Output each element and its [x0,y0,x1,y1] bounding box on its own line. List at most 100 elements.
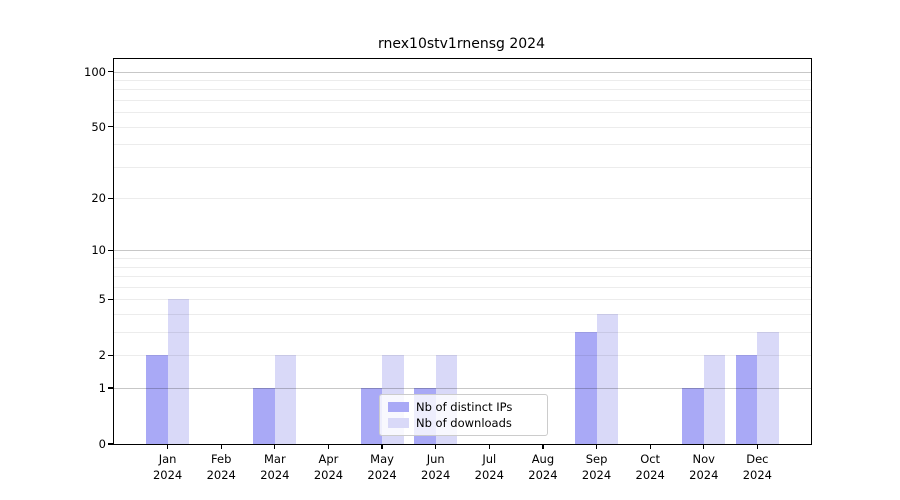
y-tick-label: 100 [84,64,106,79]
y-tick-mark [107,443,113,445]
x-tick-month: Jan [158,452,177,466]
x-tick-year: 2024 [581,467,612,482]
x-tick-label: Mar 2024 [247,452,303,483]
gridline-minor [114,79,811,81]
gridline-minor [114,355,811,357]
y-tick-label: 1 [98,381,106,396]
gridline-minor [114,266,811,268]
bar-mar-series0 [253,388,275,444]
x-tick-mark [274,444,276,449]
x-tick-year: 2024 [313,467,344,482]
x-tick-mark [220,444,222,449]
gridline-minor [114,332,811,334]
bar-dec-series0 [735,355,758,444]
x-tick-mark [756,444,759,449]
x-tick-month: Dec [746,452,769,466]
bar-dec-series1 [757,332,779,444]
x-tick-year: 2024 [689,467,719,482]
x-tick-label: Jan 2024 [140,452,196,483]
gridline-minor [114,314,811,316]
x-tick-year: 2024 [742,467,773,482]
gridline-major [114,250,811,252]
bar-jan-series0 [146,355,168,444]
x-tick-year: 2024 [152,467,183,482]
gridline-minor [114,144,811,146]
x-tick-month: Mar [263,452,286,466]
x-tick-month: Aug [531,452,555,466]
x-tick-label: Jun 2024 [408,452,464,483]
gridline-minor [114,112,811,114]
y-tick-label: 5 [98,292,106,307]
x-tick-mark [381,444,383,449]
gridline-minor [114,166,811,168]
bar-may-series0 [360,388,383,444]
gridline-minor [114,258,811,260]
x-tick-month: Nov [692,452,715,466]
bar-sep-series1 [596,314,618,444]
y-tick-label: 2 [98,348,106,363]
legend-row: Nb of downloads [388,415,539,431]
x-tick-year: 2024 [528,467,558,482]
x-tick-mark [703,444,705,449]
x-tick-year: 2024 [474,467,504,482]
y-tick-label: 0 [98,437,106,451]
bar-mar-series1 [274,355,297,444]
x-tick-mark [595,444,598,449]
chart-title: rnex10stv1rnensg 2024 [378,36,545,52]
x-tick-label: May 2024 [354,452,410,483]
x-tick-label: Apr 2024 [300,452,356,483]
gridline-minor [114,99,811,101]
x-tick-month: Feb [211,452,232,466]
x-tick-mark [649,444,651,449]
legend-label: Nb of downloads [416,416,512,430]
x-tick-month: May [370,452,394,466]
x-tick-month: Jun [426,452,445,466]
y-tick-mark [107,387,113,389]
x-tick-mark [542,444,544,449]
y-tick-mark [107,354,113,356]
gridline-major [114,388,811,390]
x-tick-year: 2024 [206,467,236,482]
gridline-minor [114,126,811,128]
x-tick-mark [166,444,169,449]
y-tick-label: 50 [91,119,106,134]
x-tick-mark [488,444,490,449]
y-tick-mark [107,298,113,301]
x-tick-month: Oct [640,452,661,466]
x-tick-year: 2024 [367,467,397,482]
y-tick-mark [107,249,113,252]
bar-sep-series0 [575,332,597,444]
legend-row: Nb of distinct IPs [388,399,539,415]
y-tick-label: 20 [91,191,106,206]
bar-nov-series0 [682,388,704,444]
legend-swatch-icon [388,418,409,428]
gridline-minor [114,89,811,91]
bar-nov-series1 [703,355,726,444]
x-tick-label: Nov 2024 [676,452,732,483]
y-tick-label: 10 [91,243,106,258]
gridline-minor [114,286,811,288]
x-tick-mark [327,444,330,449]
x-tick-year: 2024 [260,467,290,482]
x-tick-label: Feb 2024 [193,452,249,483]
y-tick-mark [107,70,113,73]
x-tick-label: Sep 2024 [569,452,625,483]
x-tick-month: Sep [585,452,608,466]
x-tick-month: Apr [318,452,339,466]
x-tick-label: Aug 2024 [515,452,571,483]
x-tick-year: 2024 [635,467,665,482]
bar-jan-series1 [167,299,190,444]
gridline-minor [114,198,811,200]
y-tick-mark [107,197,113,199]
legend-label: Nb of distinct IPs [416,400,513,414]
legend-swatch-icon [388,402,409,412]
gridline-minor [114,276,811,278]
gridline-major [114,71,811,73]
x-tick-year: 2024 [421,467,451,482]
x-tick-label: Dec 2024 [729,452,785,483]
legend: Nb of distinct IPs Nb of downloads [379,394,548,436]
x-tick-mark [435,444,437,449]
x-tick-label: Oct 2024 [622,452,678,483]
x-tick-month: Jul [482,452,497,466]
